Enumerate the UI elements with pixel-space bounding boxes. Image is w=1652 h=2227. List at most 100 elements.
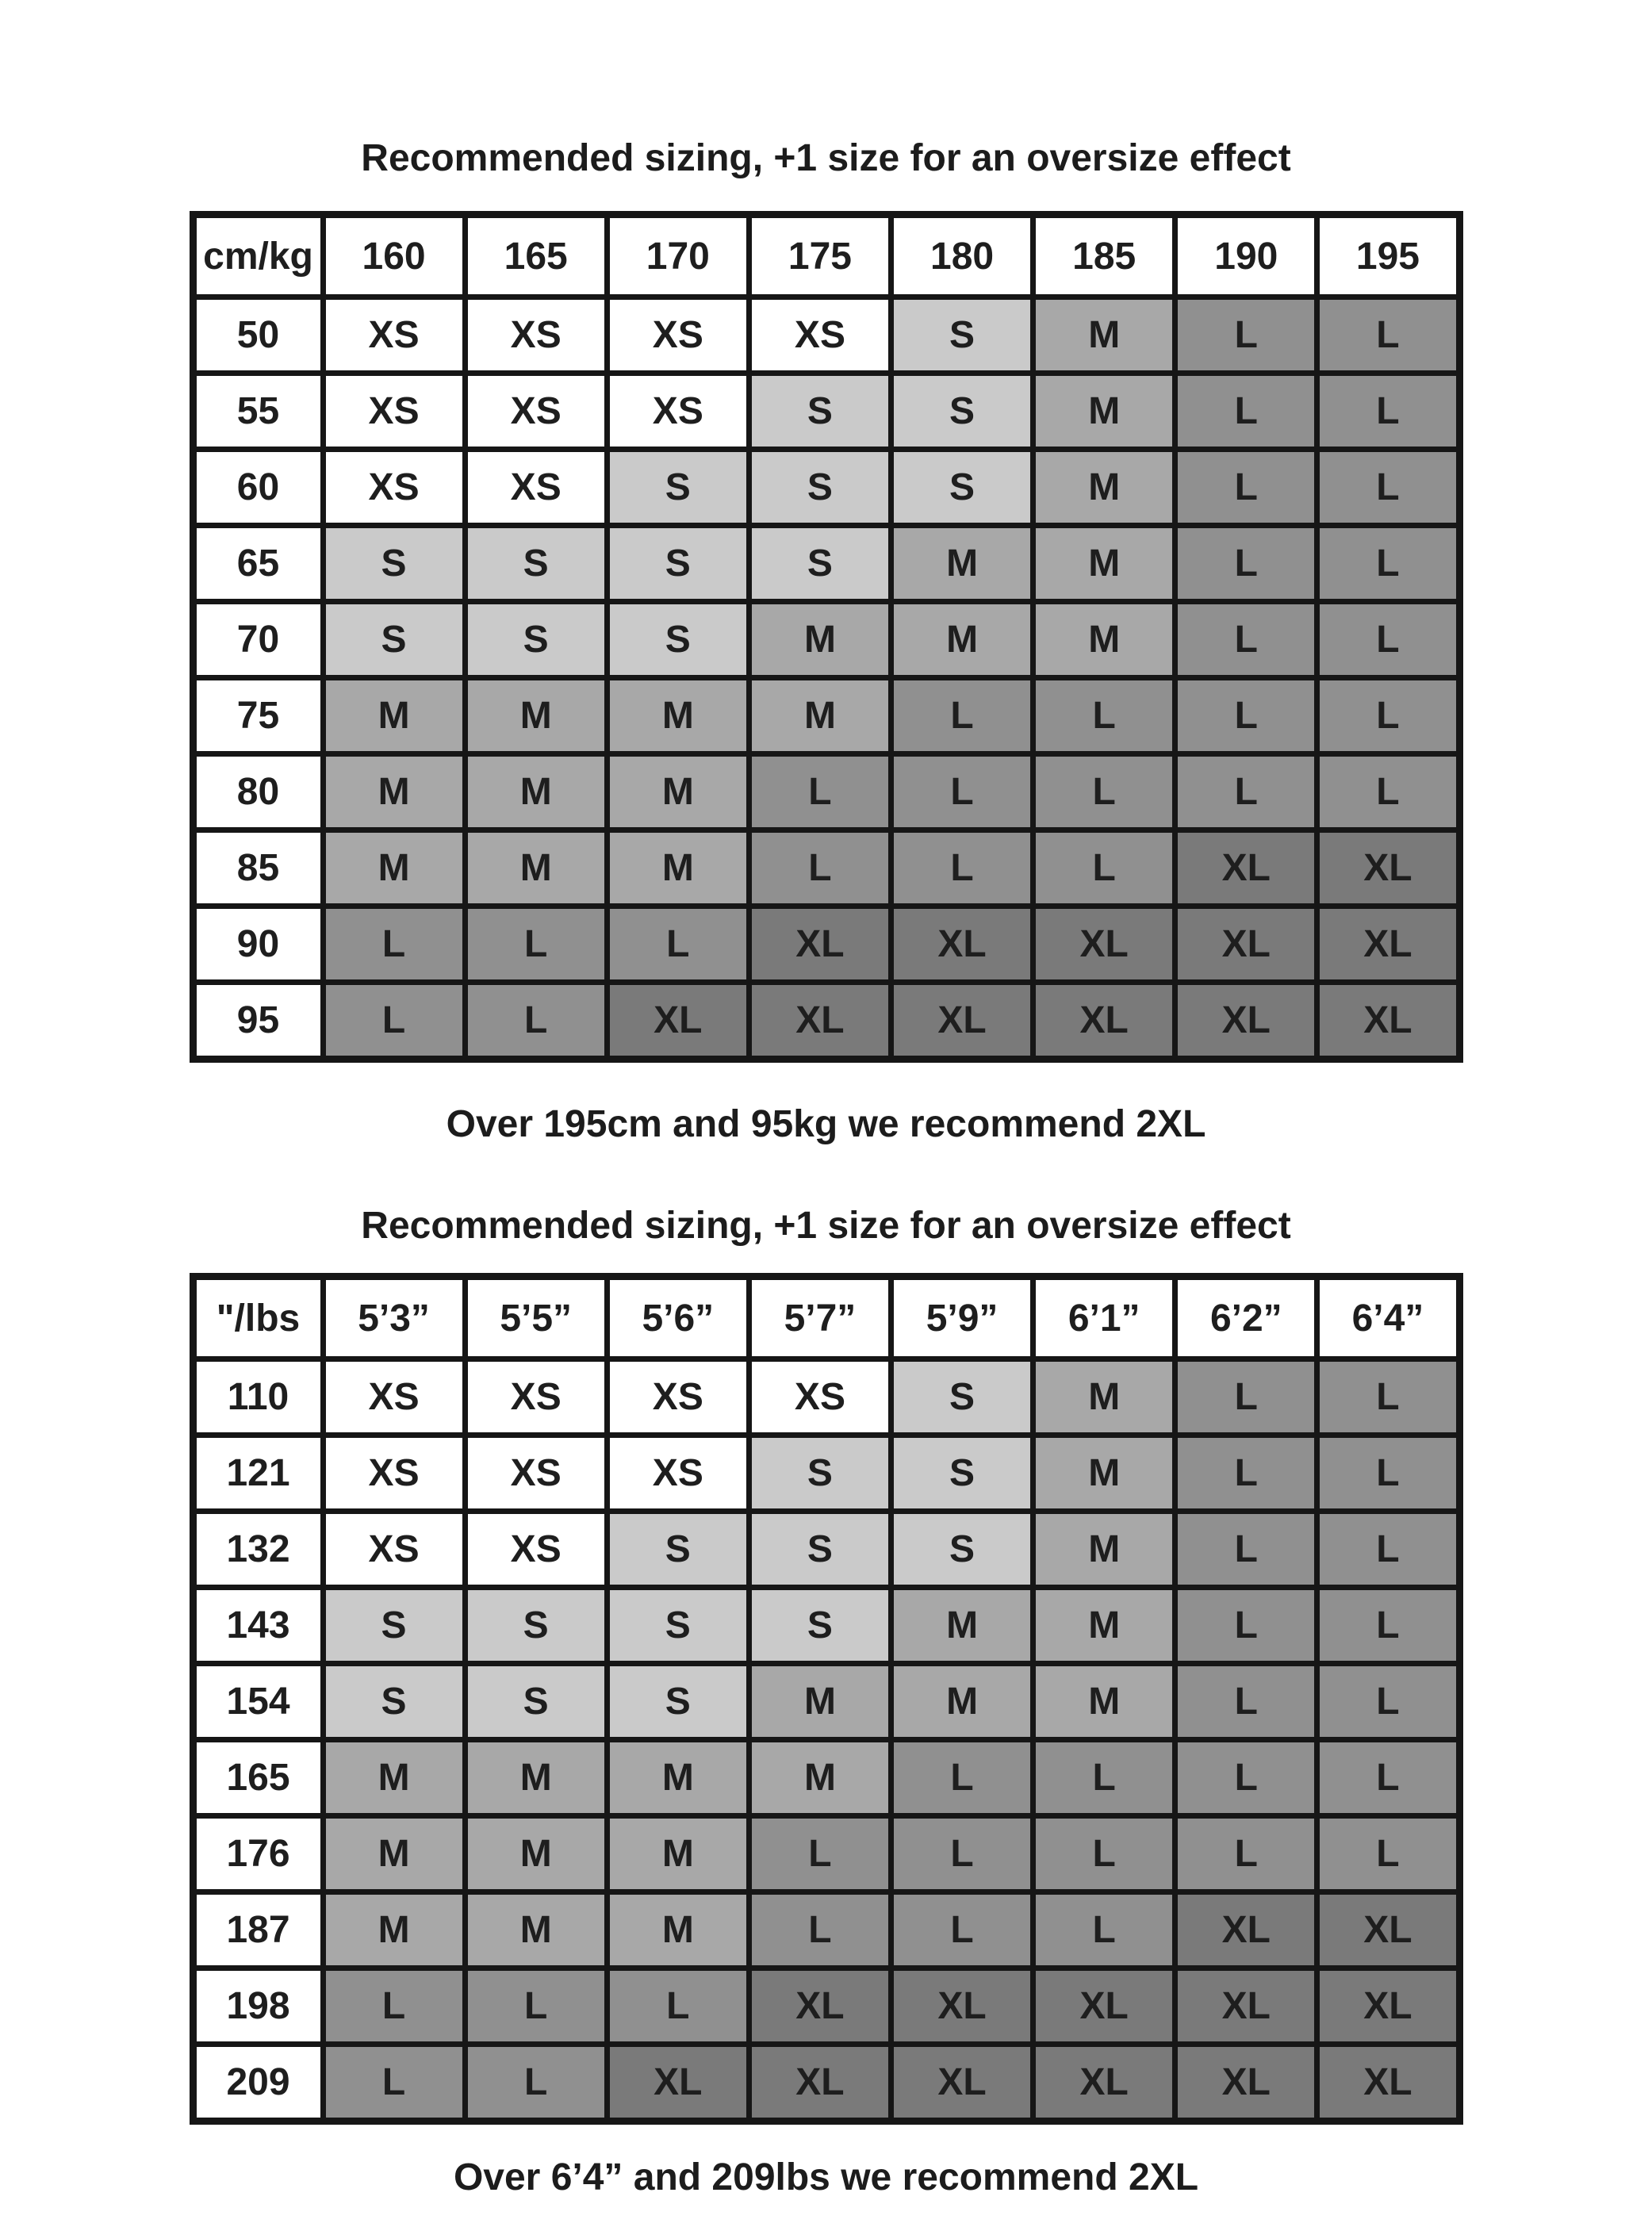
column-header: 175 — [746, 212, 895, 300]
size-cell: XL — [746, 1965, 895, 2047]
column-header: 165 — [462, 212, 610, 300]
size-cell: L — [887, 751, 1037, 833]
size-cell: L — [1030, 1737, 1179, 1819]
size-cell: S — [604, 1585, 752, 1666]
size-cell: L — [1030, 675, 1179, 757]
size-cell: XS — [320, 294, 468, 376]
size-cell: L — [1172, 1432, 1320, 1514]
size-cell: XL — [604, 979, 752, 1062]
table-row: 143 S S S S M M L L — [190, 1585, 1462, 1666]
size-cell: L — [1314, 1356, 1462, 1438]
size-cell: XL — [1030, 2041, 1179, 2124]
size-cell: XL — [887, 979, 1037, 1062]
size-cell: S — [887, 447, 1037, 528]
size-cell: S — [604, 1508, 752, 1590]
size-cell: XL — [1172, 903, 1320, 985]
size-cell: L — [1314, 1585, 1462, 1666]
size-cell: S — [887, 1356, 1037, 1438]
row-label: 50 — [190, 294, 326, 376]
size-cell: M — [1030, 1432, 1179, 1514]
size-cell: S — [604, 447, 752, 528]
size-cell: S — [320, 599, 468, 680]
table-row: 187 M M M L L L XL XL — [190, 1889, 1462, 1971]
column-header: 5’3” — [320, 1274, 468, 1362]
table-row: 121 XS XS XS S S M L L — [190, 1432, 1462, 1514]
size-cell: L — [462, 979, 610, 1062]
size-cell: XL — [1172, 827, 1320, 909]
size-cell: L — [604, 903, 752, 985]
size-cell: L — [604, 1965, 752, 2047]
size-table-imperial-footnote: Over 6’4” and 209lbs we recommend 2XL — [453, 2156, 1199, 2198]
row-label: 165 — [190, 1737, 326, 1819]
size-cell: L — [1030, 827, 1179, 909]
size-cell: XS — [462, 294, 610, 376]
size-cell: M — [887, 599, 1037, 680]
size-cell: M — [604, 827, 752, 909]
size-cell: M — [887, 1661, 1037, 1742]
size-cell: M — [462, 1813, 610, 1895]
column-header: 5’9” — [887, 1274, 1037, 1362]
size-cell: XL — [1172, 1965, 1320, 2047]
size-cell: L — [1314, 599, 1462, 680]
table-row: 209 L L XL XL XL XL XL XL — [190, 2041, 1462, 2124]
size-cell: XL — [604, 2041, 752, 2124]
size-cell: L — [746, 1813, 895, 1895]
row-label: 176 — [190, 1813, 326, 1895]
size-cell: M — [1030, 1508, 1179, 1590]
row-label: 110 — [190, 1356, 326, 1438]
size-cell: XL — [1314, 903, 1462, 985]
size-cell: S — [604, 523, 752, 604]
size-cell: L — [1314, 1661, 1462, 1742]
row-label: 95 — [190, 979, 326, 1062]
row-label: 154 — [190, 1661, 326, 1742]
size-cell: S — [604, 599, 752, 680]
size-cell: M — [1030, 370, 1179, 452]
table-row: 65 S S S S M M L L — [190, 523, 1462, 604]
size-cell: XL — [746, 979, 895, 1062]
size-cell: M — [746, 599, 895, 680]
size-cell: XS — [462, 1508, 610, 1590]
size-cell: M — [462, 827, 610, 909]
size-cell: L — [1314, 447, 1462, 528]
size-cell: L — [1172, 751, 1320, 833]
table-row: 90 L L L XL XL XL XL XL — [190, 903, 1462, 985]
size-cell: XS — [462, 1432, 610, 1514]
size-cell: XL — [1030, 979, 1179, 1062]
table-row: 85 M M M L L L XL XL — [190, 827, 1462, 909]
size-cell: M — [604, 1813, 752, 1895]
column-header: 6’1” — [1030, 1274, 1179, 1362]
size-cell: M — [1030, 294, 1179, 376]
size-cell: L — [746, 1889, 895, 1971]
size-table-metric-title: Recommended sizing, +1 size for an overs… — [361, 137, 1291, 179]
size-table-imperial-section: Recommended sizing, +1 size for an overs… — [189, 1202, 1463, 2202]
size-cell: XS — [604, 1432, 752, 1514]
size-cell: M — [320, 1889, 468, 1971]
size-cell: L — [1172, 1661, 1320, 1742]
size-cell: S — [887, 1432, 1037, 1514]
size-cell: S — [887, 294, 1037, 376]
size-cell: XS — [604, 370, 752, 452]
size-cell: S — [604, 1661, 752, 1742]
size-cell: S — [746, 1508, 895, 1590]
size-cell: XS — [604, 294, 752, 376]
size-cell: XL — [1030, 1965, 1179, 2047]
size-cell: S — [320, 1585, 468, 1666]
row-label: 198 — [190, 1965, 326, 2047]
header-row: cm/kg 160 165 170 175 180 185 190 195 — [190, 212, 1462, 300]
size-cell: L — [1030, 1813, 1179, 1895]
size-cell: XS — [320, 1432, 468, 1514]
table-row: 75 M M M M L L L L — [190, 675, 1462, 757]
size-cell: L — [1172, 1508, 1320, 1590]
table-row: 95 L L XL XL XL XL XL XL — [190, 979, 1462, 1062]
size-cell: L — [1314, 675, 1462, 757]
size-cell: M — [746, 1737, 895, 1819]
size-cell: M — [604, 675, 752, 757]
size-cell: L — [1172, 675, 1320, 757]
size-cell: L — [1172, 599, 1320, 680]
size-cell: M — [1030, 1356, 1179, 1438]
row-label: 132 — [190, 1508, 326, 1590]
size-table-imperial: "/lbs 5’3” 5’5” 5’6” 5’7” 5’9” 6’1” 6’2” 6’4” 110… — [189, 1273, 1463, 2125]
size-cell: M — [1030, 447, 1179, 528]
size-cell: L — [1172, 523, 1320, 604]
size-cell: M — [1030, 1585, 1179, 1666]
